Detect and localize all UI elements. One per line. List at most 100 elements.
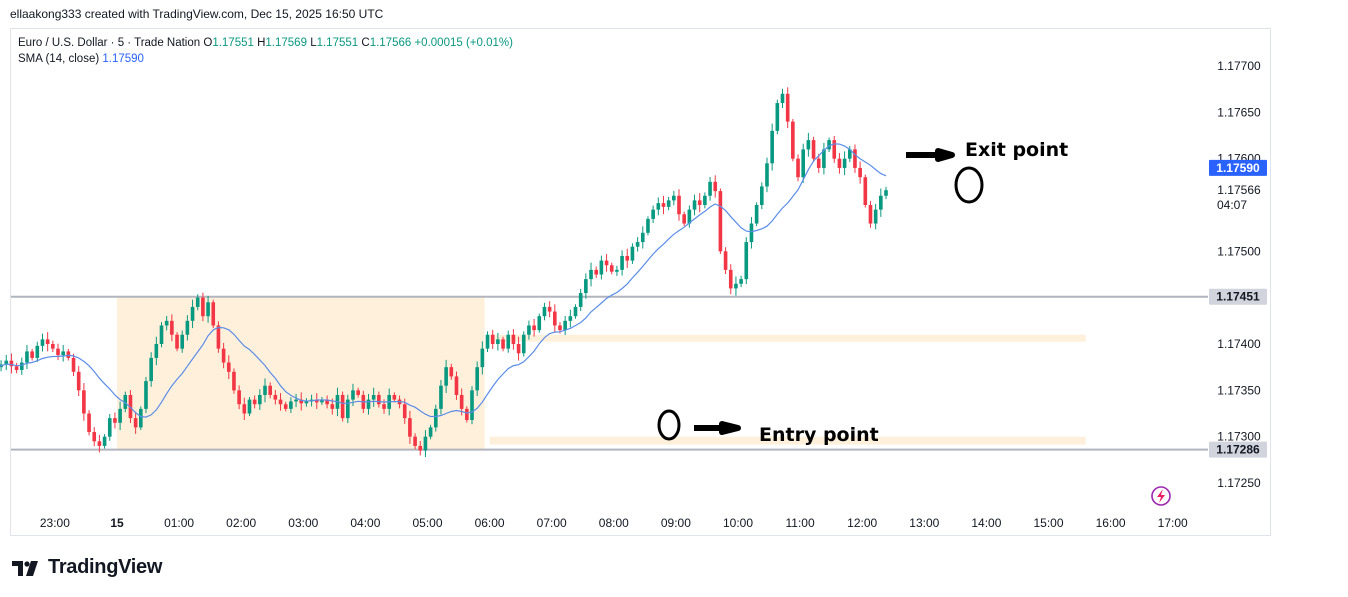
entry-label: Entry point [759,424,879,446]
ohlc-close: C1.17566 [361,37,412,49]
candle [268,382,272,399]
candle [164,315,169,331]
chart-panel[interactable] [10,28,1271,536]
candle [863,174,868,208]
candle [884,186,888,200]
candle [796,154,800,182]
x-tick-label: 17:00 [1158,516,1188,530]
candle [697,193,702,213]
candle [40,333,45,352]
candle [599,255,604,280]
y-tick-label: 1.17400 [1217,337,1261,351]
candle [609,262,614,275]
candle [811,136,816,163]
candle [775,99,780,135]
x-tick-label: 05:00 [412,516,442,530]
lightning-icon[interactable] [1151,486,1171,506]
candle [578,288,583,312]
candle [630,243,635,264]
session-highlights [117,296,1086,450]
candle [506,330,511,353]
candle [102,434,107,449]
sma-line [0,143,887,418]
upper-level-badge: 1.17451 [1209,288,1267,305]
price-axis: 1.177001.176501.176001.175001.174001.173… [1217,59,1261,490]
candle [340,391,345,422]
candle [45,332,50,352]
candle [858,161,862,184]
candle [76,366,81,397]
y-tick-label: 1.17650 [1217,105,1261,119]
x-tick-label: 10:00 [723,516,753,530]
candle [304,398,309,407]
candle [201,292,205,322]
legend-row-sma: SMA (14, close) 1.17590 [18,51,513,67]
candle [651,205,655,224]
candle [242,397,247,420]
brand-name: TradingView [48,556,163,578]
candle [71,353,76,376]
candle [573,304,578,319]
candle [149,352,153,387]
x-tick-label: 03:00 [288,516,318,530]
bar-countdown: 04:07 [1217,198,1247,212]
asia-session-box [117,296,485,450]
candle [237,385,241,410]
candle [853,144,857,173]
candle [258,389,262,410]
candle [713,175,718,198]
svg-text:1.17451: 1.17451 [1216,290,1260,304]
candle [734,276,738,296]
x-tick-label: 15:00 [1033,516,1063,530]
x-tick-label: 02:00 [226,516,256,530]
sma-value: 1.17590 [102,53,144,65]
candle [718,188,723,254]
candle [568,309,573,328]
candle [82,383,86,421]
candle [532,318,536,337]
candle [589,262,593,287]
tradingview-logo[interactable]: TradingView [12,556,162,579]
entry-annotation: Entry point [657,409,879,446]
candle [521,331,526,357]
candle [444,359,448,393]
candle [511,329,516,350]
candle [516,336,521,361]
candle [527,320,531,340]
tradingview-logo-icon [12,560,38,576]
candle [770,123,774,171]
exit-arrow [906,148,955,162]
candle [635,237,640,252]
candle [465,406,469,423]
candle [801,143,806,183]
candle [408,410,412,444]
candle [19,357,24,375]
candle [97,434,102,453]
candle [501,336,505,352]
exit-label: Exit point [965,139,1068,161]
candle [708,176,712,201]
candle [672,190,676,206]
candle [113,412,117,429]
entry-circle [657,409,681,441]
candle [170,314,174,342]
x-tick-label: 23:00 [40,516,70,530]
attribution-text: ellaakong333 created with TradingView.co… [10,7,384,21]
candle [35,341,40,363]
x-tick-label: 11:00 [786,516,815,530]
y-tick-label: 1.17300 [1217,430,1261,444]
candle [190,299,195,329]
candle [759,182,764,210]
candle [537,313,542,333]
candle [744,237,749,285]
sma-label: SMA (14, close) [18,53,100,65]
candle [418,441,423,456]
candle [107,413,112,441]
candle [325,395,329,409]
x-tick-label: 14:00 [971,516,1001,530]
candle [30,348,34,361]
exit-circle [954,166,984,204]
candle [25,344,29,370]
